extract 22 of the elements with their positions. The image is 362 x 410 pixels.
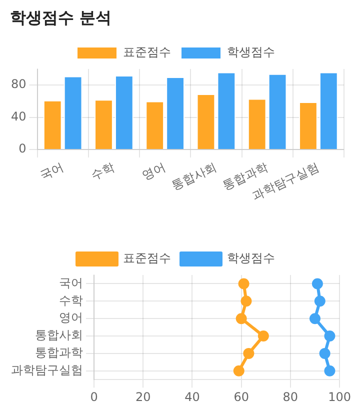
x-tick-label: 20 xyxy=(135,390,151,404)
y-tick-label: 영어 xyxy=(59,310,83,325)
y-tick-label: 40 xyxy=(10,109,26,124)
y-tick-label: 과학탐구실험 xyxy=(11,363,83,378)
y-tick-label: 80 xyxy=(10,77,26,92)
x-tick-label: 수학 xyxy=(88,160,117,183)
y-tick-label: 통합사회 xyxy=(35,328,83,342)
x-tick-label: 영어 xyxy=(140,160,168,183)
legend-label: 표준점수 xyxy=(123,251,171,266)
x-tick-label: 80 xyxy=(282,390,298,404)
y-tick-label: 국어 xyxy=(59,276,83,290)
x-tick-label: 40 xyxy=(184,390,200,404)
legend-label: 학생점수 xyxy=(227,251,275,266)
chart-title: 학생점수 분석 xyxy=(10,8,113,29)
y-tick-label: 0 xyxy=(18,142,26,156)
y-tick-label: 통합과학 xyxy=(35,346,83,360)
x-tick-label: 60 xyxy=(234,390,249,404)
legend-label: 표준점수 xyxy=(123,45,171,60)
legend-label: 학생점수 xyxy=(227,45,275,60)
x-tick-label: 100 xyxy=(328,390,351,404)
y-tick-label: 수학 xyxy=(59,293,83,308)
x-tick-label: 0 xyxy=(90,390,98,404)
